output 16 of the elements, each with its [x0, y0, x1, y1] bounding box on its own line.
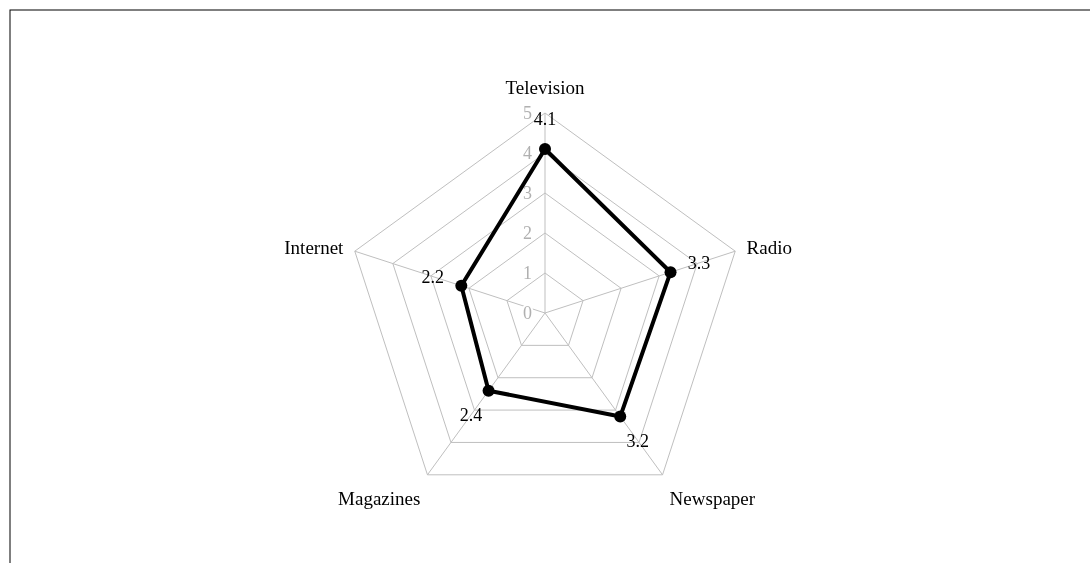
spoke-label: Television	[505, 76, 585, 98]
data-label: 2.2	[421, 266, 445, 287]
y-tick-label: 1	[523, 263, 532, 284]
data-label: 4.1	[533, 109, 557, 130]
spoke-label: Magazines	[338, 488, 421, 510]
y-tick-label: 3	[523, 183, 532, 204]
data-label: 3.2	[626, 431, 650, 452]
y-tick-label: 2	[523, 223, 532, 244]
y-tick-label: 4	[523, 143, 532, 164]
spoke-label: Radio	[746, 237, 793, 259]
y-tick-label: 5	[523, 103, 532, 124]
spoke-label: Newspaper	[669, 488, 756, 510]
data-label: 2.4	[459, 405, 483, 426]
y-tick-label: 0	[523, 303, 532, 324]
spoke-label: Internet	[284, 237, 345, 259]
data-label: 3.3	[687, 253, 711, 274]
